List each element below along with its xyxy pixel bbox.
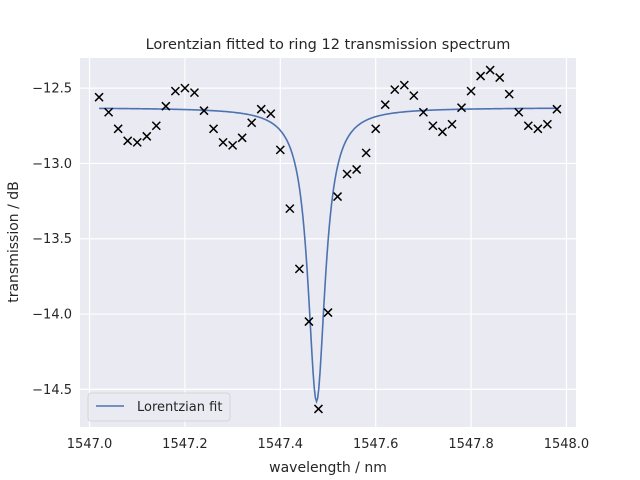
data-point bbox=[94, 92, 104, 102]
data-point bbox=[514, 107, 524, 117]
data-point bbox=[523, 121, 533, 131]
data-point bbox=[180, 83, 190, 93]
data-point bbox=[476, 71, 486, 81]
data-point bbox=[123, 136, 133, 146]
data-point bbox=[304, 317, 314, 327]
y-tick-label: −14.0 bbox=[32, 308, 72, 323]
x-tick-label: 1548.0 bbox=[544, 437, 590, 452]
y-tick-label: −13.5 bbox=[32, 232, 72, 247]
legend-box bbox=[87, 392, 231, 422]
data-point bbox=[161, 101, 171, 111]
data-point bbox=[533, 124, 543, 134]
data-point bbox=[342, 169, 352, 179]
data-point bbox=[142, 131, 152, 141]
data-point bbox=[113, 124, 123, 134]
data-point bbox=[104, 107, 114, 117]
data-point bbox=[313, 404, 323, 414]
fit-line-group bbox=[99, 107, 557, 404]
chart-title: Lorentzian fitted to ring 12 transmissio… bbox=[146, 37, 511, 53]
legend-entry-lorentzian-fit: Lorentzian fit bbox=[137, 400, 222, 415]
data-point bbox=[237, 133, 247, 143]
data-point bbox=[390, 85, 400, 95]
x-tick-label: 1547.4 bbox=[258, 437, 304, 452]
data-point bbox=[409, 91, 419, 101]
lorentzian-fit-line bbox=[99, 107, 557, 404]
y-axis-label: transmission / dB bbox=[6, 181, 22, 303]
legend: Lorentzian fit bbox=[87, 392, 231, 422]
data-point bbox=[275, 145, 285, 155]
data-point bbox=[447, 119, 457, 129]
y-tick-label: −14.5 bbox=[32, 383, 72, 398]
data-point bbox=[132, 137, 142, 147]
data-point bbox=[256, 104, 266, 114]
x-tick-labels: 1547.0 1547.2 1547.4 1547.6 1547.8 1548.0 bbox=[67, 437, 589, 452]
data-point bbox=[333, 192, 343, 202]
data-point bbox=[428, 121, 438, 131]
data-point bbox=[285, 204, 295, 214]
y-tick-label: −12.5 bbox=[32, 82, 72, 97]
data-point bbox=[209, 124, 219, 134]
data-point bbox=[352, 164, 362, 174]
data-point bbox=[552, 104, 562, 114]
data-point bbox=[170, 86, 180, 96]
data-point bbox=[151, 121, 161, 131]
data-point bbox=[504, 89, 514, 99]
data-point bbox=[189, 88, 199, 98]
data-markers bbox=[94, 65, 562, 414]
x-tick-label: 1547.8 bbox=[448, 437, 494, 452]
data-point bbox=[495, 73, 505, 83]
data-point bbox=[485, 65, 495, 75]
x-tick-label: 1547.6 bbox=[353, 437, 399, 452]
data-point bbox=[228, 140, 238, 150]
data-point bbox=[361, 148, 371, 158]
data-point bbox=[294, 264, 304, 274]
grid-lines bbox=[80, 58, 576, 427]
data-point bbox=[371, 124, 381, 134]
y-tick-labels: −12.5 −13.0 −13.5 −14.0 −14.5 bbox=[32, 82, 72, 398]
data-point bbox=[247, 118, 257, 128]
data-point bbox=[418, 107, 428, 117]
data-point bbox=[218, 137, 228, 147]
data-point bbox=[457, 103, 467, 113]
x-tick-label: 1547.0 bbox=[67, 437, 113, 452]
data-point bbox=[199, 106, 209, 116]
y-tick-label: −13.0 bbox=[32, 157, 72, 172]
data-point bbox=[266, 109, 276, 119]
data-point bbox=[380, 100, 390, 110]
data-point bbox=[399, 80, 409, 90]
data-point bbox=[437, 127, 447, 137]
data-point bbox=[466, 86, 476, 96]
data-point bbox=[542, 119, 552, 129]
x-axis-label: wavelength / nm bbox=[269, 460, 387, 476]
x-tick-label: 1547.2 bbox=[162, 437, 208, 452]
data-point bbox=[323, 308, 333, 318]
